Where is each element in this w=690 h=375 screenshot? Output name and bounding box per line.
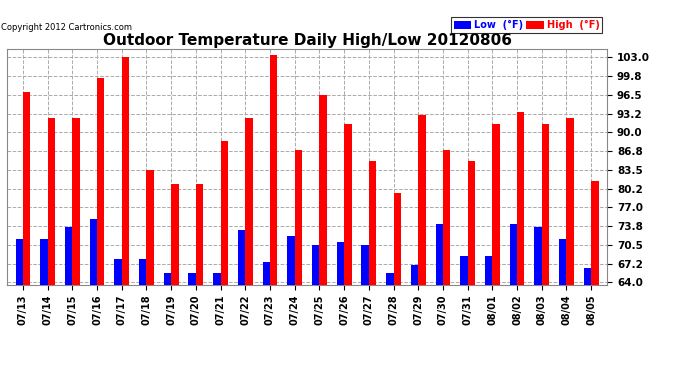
Bar: [337, 242, 344, 375]
Bar: [485, 256, 493, 375]
Bar: [386, 273, 393, 375]
Bar: [510, 225, 517, 375]
Bar: [97, 78, 104, 375]
Bar: [171, 184, 179, 375]
Title: Outdoor Temperature Daily High/Low 20120806: Outdoor Temperature Daily High/Low 20120…: [103, 33, 511, 48]
Bar: [72, 118, 80, 375]
Bar: [493, 124, 500, 375]
Bar: [468, 161, 475, 375]
Bar: [542, 124, 549, 375]
Bar: [188, 273, 196, 375]
Bar: [534, 227, 542, 375]
Bar: [443, 150, 451, 375]
Bar: [196, 184, 204, 375]
Bar: [238, 230, 245, 375]
Bar: [245, 118, 253, 375]
Bar: [411, 265, 418, 375]
Bar: [164, 273, 171, 375]
Bar: [270, 54, 277, 375]
Bar: [393, 193, 401, 375]
Bar: [584, 268, 591, 375]
Bar: [559, 239, 566, 375]
Bar: [287, 236, 295, 375]
Bar: [362, 244, 369, 375]
Bar: [213, 273, 221, 375]
Bar: [23, 92, 30, 375]
Bar: [16, 239, 23, 375]
Bar: [146, 170, 154, 375]
Bar: [319, 95, 327, 375]
Bar: [566, 118, 574, 375]
Bar: [65, 227, 72, 375]
Bar: [48, 118, 55, 375]
Legend: Low  (°F), High  (°F): Low (°F), High (°F): [451, 17, 602, 33]
Bar: [460, 256, 468, 375]
Bar: [115, 259, 121, 375]
Bar: [295, 150, 302, 375]
Bar: [344, 124, 351, 375]
Bar: [139, 259, 146, 375]
Bar: [369, 161, 376, 375]
Bar: [121, 57, 129, 375]
Bar: [517, 112, 524, 375]
Bar: [312, 244, 319, 375]
Bar: [90, 219, 97, 375]
Bar: [221, 141, 228, 375]
Bar: [435, 225, 443, 375]
Bar: [263, 262, 270, 375]
Bar: [418, 115, 426, 375]
Bar: [591, 181, 598, 375]
Bar: [40, 239, 48, 375]
Text: Copyright 2012 Cartronics.com: Copyright 2012 Cartronics.com: [1, 23, 132, 32]
